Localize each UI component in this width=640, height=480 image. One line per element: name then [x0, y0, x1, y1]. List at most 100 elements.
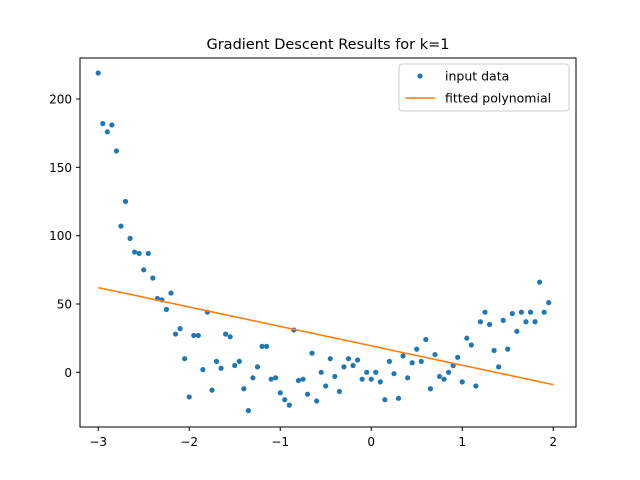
data-point	[109, 122, 115, 128]
data-point	[309, 350, 315, 356]
data-point	[486, 321, 493, 328]
data-point	[132, 249, 138, 255]
data-point	[391, 371, 397, 377]
data-point	[227, 334, 233, 340]
data-point	[477, 319, 484, 325]
x-tick-label: 1	[458, 435, 466, 449]
data-point	[327, 356, 333, 362]
data-point	[136, 250, 142, 257]
x-tick-label: −1	[271, 435, 289, 449]
data-point	[336, 388, 342, 395]
data-point	[436, 373, 443, 380]
data-point	[359, 376, 365, 382]
data-point	[473, 383, 479, 389]
data-point	[527, 309, 534, 315]
data-point	[500, 317, 506, 323]
data-point	[282, 397, 288, 403]
data-point	[323, 383, 329, 389]
y-tick-label: 200	[49, 93, 72, 107]
data-point	[127, 235, 133, 241]
data-point	[277, 390, 283, 396]
x-tick-label: −2	[180, 435, 198, 449]
data-point	[213, 358, 220, 364]
data-point	[445, 369, 452, 375]
data-point	[95, 70, 101, 76]
data-point	[491, 347, 497, 354]
x-tick-label: −3	[89, 435, 107, 449]
data-point	[345, 356, 352, 362]
data-point	[172, 331, 179, 337]
data-point	[241, 386, 247, 392]
data-point	[250, 375, 256, 381]
data-point	[423, 336, 429, 343]
data-point	[218, 365, 224, 371]
data-point	[341, 364, 347, 370]
data-point	[368, 376, 374, 382]
data-point	[314, 398, 320, 404]
data-point	[518, 309, 524, 315]
data-point	[186, 394, 192, 400]
fitted-polynomial-line	[98, 286, 554, 386]
data-point	[427, 386, 433, 392]
data-point	[386, 358, 393, 364]
data-point	[191, 332, 197, 339]
data-point	[145, 250, 151, 257]
data-point	[541, 309, 547, 315]
data-point	[377, 379, 383, 385]
data-point	[505, 346, 511, 352]
data-point	[523, 319, 529, 325]
data-point	[209, 387, 215, 393]
y-axis: 0 50 100 150 200	[49, 93, 80, 380]
data-point	[223, 331, 229, 337]
data-point	[100, 121, 106, 127]
data-point	[141, 267, 147, 273]
legend-marker-input-data	[417, 73, 423, 79]
legend-label-input-data: input data	[445, 69, 509, 84]
data-point	[122, 198, 129, 205]
y-tick-label: 50	[57, 298, 72, 312]
data-point	[232, 362, 238, 369]
legend-box	[398, 63, 570, 112]
data-point	[382, 397, 388, 403]
data-point	[332, 373, 338, 380]
chart-title: Gradient Descent Results for k=1	[206, 37, 449, 53]
legend: input data fitted polynomial	[398, 63, 570, 112]
data-point	[537, 279, 543, 285]
x-tick-label: 0	[367, 435, 375, 449]
plot-area	[95, 70, 554, 414]
y-tick-label: 0	[64, 366, 72, 380]
legend-label-fitted-polynomial: fitted polynomial	[445, 91, 551, 106]
y-tick-label: 100	[49, 229, 72, 243]
data-point	[254, 364, 261, 370]
data-point	[509, 310, 515, 317]
data-point	[268, 376, 274, 382]
data-point	[354, 357, 361, 363]
data-point	[459, 379, 465, 385]
data-point	[546, 300, 552, 306]
data-point	[373, 369, 379, 375]
data-point	[286, 402, 292, 408]
data-point	[532, 319, 538, 325]
data-point	[168, 290, 174, 296]
data-point	[113, 148, 119, 154]
data-point	[150, 275, 156, 281]
data-point	[350, 362, 356, 369]
data-point	[400, 353, 406, 359]
data-point	[468, 342, 474, 348]
x-tick-label: 2	[549, 435, 557, 449]
data-point	[177, 326, 183, 332]
data-point	[418, 358, 424, 364]
data-point	[464, 335, 470, 341]
data-point	[263, 343, 270, 349]
y-tick-label: 150	[49, 161, 72, 175]
data-point	[364, 369, 370, 375]
data-point	[273, 375, 279, 381]
data-point	[245, 408, 251, 414]
data-point	[304, 391, 311, 397]
data-point	[259, 343, 265, 349]
data-point	[395, 395, 402, 401]
x-axis: −3 −2 −1 0 1 2	[89, 427, 557, 449]
data-point	[195, 332, 201, 339]
data-point	[405, 375, 411, 381]
